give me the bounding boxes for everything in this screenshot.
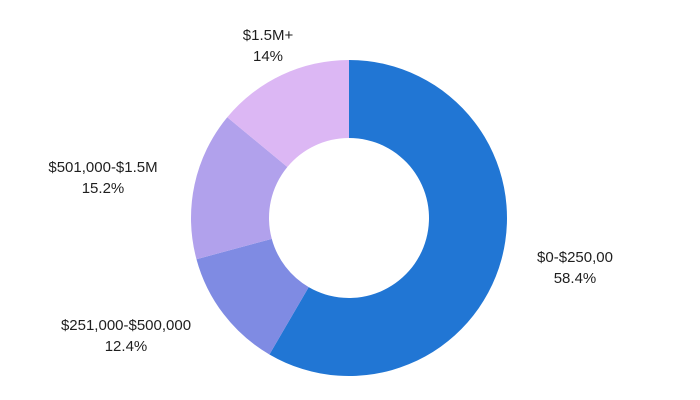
donut-slice-2 bbox=[191, 117, 288, 260]
donut-slice-3 bbox=[227, 60, 349, 168]
slice-value-label-2: 15.2% bbox=[82, 180, 125, 197]
slices-layer bbox=[191, 60, 507, 377]
labels-layer: $0-$250,00 58.4% $251,000-$500,000 12.4% $50… bbox=[48, 27, 613, 355]
slice-value-label-3: 14% bbox=[253, 48, 283, 65]
slice-category-label-1: $251,000-$500,000 bbox=[61, 317, 191, 334]
slice-category-label-3: $1.5M+ bbox=[243, 27, 294, 44]
slice-category-label-0: $0-$250,00 bbox=[537, 249, 613, 266]
donut-slice-1 bbox=[196, 238, 309, 355]
slice-value-label-0: 58.4% bbox=[554, 270, 597, 287]
slice-value-label-1: 12.4% bbox=[105, 338, 148, 355]
slice-category-label-2: $501,000-$1.5M bbox=[48, 159, 157, 176]
donut-slice-0 bbox=[269, 60, 507, 377]
